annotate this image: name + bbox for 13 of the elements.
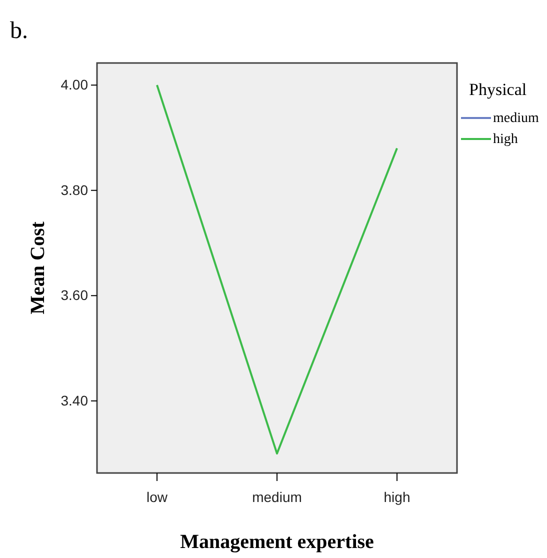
y-tick-label: 3.60 <box>60 287 88 304</box>
chart-title: b. <box>10 18 28 44</box>
y-tick-label: 3.80 <box>60 182 88 198</box>
legend-title: Physical <box>469 80 527 99</box>
legend-label: high <box>493 132 518 147</box>
x-tick-label: medium <box>252 489 302 506</box>
x-axis-title: Management expertise <box>180 531 374 553</box>
x-tick-label: low <box>146 489 168 506</box>
y-axis-title: Mean Cost <box>27 221 49 314</box>
legend-label: medium <box>493 111 539 126</box>
y-tick-label: 4.00 <box>60 76 88 93</box>
y-tick-label: 3.40 <box>60 392 88 408</box>
x-tick-label: high <box>384 489 410 506</box>
